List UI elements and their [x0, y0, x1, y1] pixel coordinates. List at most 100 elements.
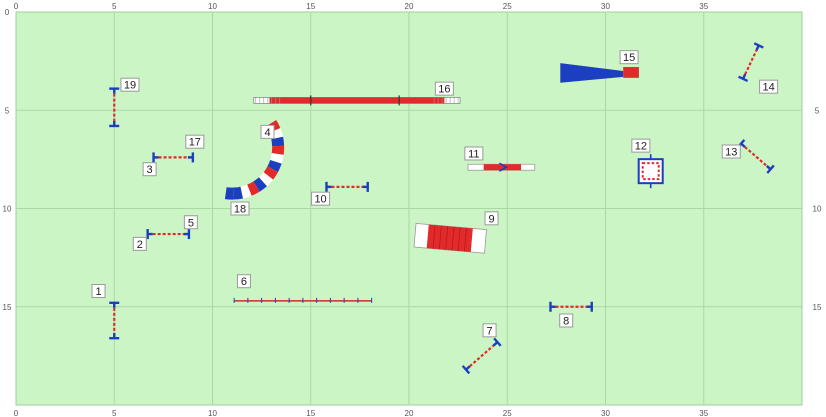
right-tick-label: 10: [813, 205, 822, 214]
obstacle-number: 3: [147, 164, 153, 176]
label-4: 4: [260, 124, 275, 139]
tunnel-segment: [233, 186, 243, 200]
jump-wing: [765, 165, 772, 171]
label-box: [132, 236, 147, 251]
jump-2: [146, 229, 191, 240]
box-inner: [641, 162, 660, 181]
tunnel-segment: [258, 172, 274, 187]
tire-center: [483, 164, 522, 171]
label-15: 15: [619, 50, 639, 65]
label-box: [434, 81, 454, 96]
obstacle-number: 9: [488, 213, 494, 225]
chute-barrel: [623, 67, 639, 78]
tunnel-segment: [263, 166, 279, 180]
label-box: [311, 191, 331, 206]
label-10: 10: [311, 191, 331, 206]
obstacle-number: 11: [468, 148, 479, 160]
jump-wing: [755, 44, 760, 51]
jump-bar: [465, 341, 499, 371]
label-7: 7: [482, 323, 497, 338]
jump-10: [325, 181, 369, 192]
label-19: 19: [120, 77, 140, 92]
jump-14: [738, 42, 764, 83]
label-box: [185, 134, 205, 149]
label-box: [120, 77, 140, 92]
label-box: [142, 162, 157, 177]
obstacle-number: 18: [234, 204, 246, 216]
bottom-tick-label: 15: [306, 409, 315, 417]
top-tick-label: 5: [112, 2, 117, 11]
bottom-tick-label: 20: [405, 409, 414, 417]
label-box: [619, 50, 639, 65]
top-tick-label: 25: [503, 2, 512, 11]
tunnel-body: [413, 223, 487, 254]
tunnel-segment: [247, 181, 260, 196]
label-5: 5: [183, 215, 198, 230]
jump-wing: [492, 341, 499, 347]
top-tick-label: 20: [405, 2, 414, 11]
tunnel-segment: [271, 136, 285, 147]
jump-bar: [740, 142, 772, 171]
label-box: [721, 144, 741, 159]
bottom-tick-label: 25: [503, 409, 512, 417]
jump-3: [152, 152, 195, 163]
obstacle-number: 7: [487, 325, 493, 337]
bottom-tick-label: 5: [112, 409, 117, 417]
label-18: 18: [230, 201, 250, 216]
obstacle-number: 17: [189, 137, 201, 149]
label-box: [230, 201, 250, 216]
top-tick-label: 15: [306, 2, 315, 11]
label-17: 17: [185, 134, 205, 149]
label-box: [464, 146, 484, 161]
label-box: [482, 323, 497, 338]
jump-8: [549, 301, 593, 312]
label-6: 6: [236, 274, 251, 289]
top-tick-label: 30: [601, 2, 610, 11]
obstacle-number: 5: [188, 217, 194, 229]
label-11: 11: [464, 146, 484, 161]
label-box: [236, 274, 251, 289]
top-tick-label: 10: [208, 2, 217, 11]
obstacle-number: 15: [623, 52, 635, 64]
grid-lines: [16, 12, 802, 405]
label-12: 12: [631, 138, 651, 153]
obstacle-number: 6: [241, 276, 247, 288]
top-tick-label: 35: [699, 2, 708, 11]
left-tick-label: 10: [3, 205, 12, 214]
tunnel-segment: [253, 177, 267, 192]
jump-wing: [465, 365, 471, 371]
obstacle-number: 2: [137, 239, 143, 251]
label-16: 16: [434, 81, 454, 96]
long-jump-6: [233, 297, 373, 303]
tunnel-segment: [267, 159, 282, 172]
chute-15: [560, 63, 639, 83]
label-box: [484, 211, 499, 226]
tunnel-segment: [269, 128, 284, 140]
obstacle-number: 4: [264, 127, 270, 139]
obstacle-number: 16: [438, 84, 450, 96]
bottom-tick-label: 30: [601, 409, 610, 417]
dog-walk-16: [253, 95, 461, 106]
dog-walk-contact: [269, 97, 445, 104]
tunnel-9: [413, 223, 487, 254]
jump-7: [461, 337, 502, 375]
label-box: [91, 284, 106, 299]
bottom-tick-label: 10: [208, 409, 217, 417]
obstacle-number: 14: [762, 82, 774, 94]
tire-bar-11: [467, 162, 536, 172]
right-tick-label: 15: [813, 303, 822, 312]
obstacle-number: 8: [563, 316, 569, 328]
label-box: [631, 138, 651, 153]
obstacle-number: 19: [124, 80, 136, 92]
tunnel-fabric: [426, 224, 473, 252]
label-1: 1: [91, 284, 106, 299]
label-9: 9: [484, 211, 499, 226]
bottom-tick-label: 0: [14, 409, 19, 417]
jump-bar: [742, 44, 760, 80]
label-box: [759, 79, 779, 94]
label-13: 13: [721, 144, 741, 159]
label-box: [183, 215, 198, 230]
weave-box-12: [637, 154, 664, 189]
